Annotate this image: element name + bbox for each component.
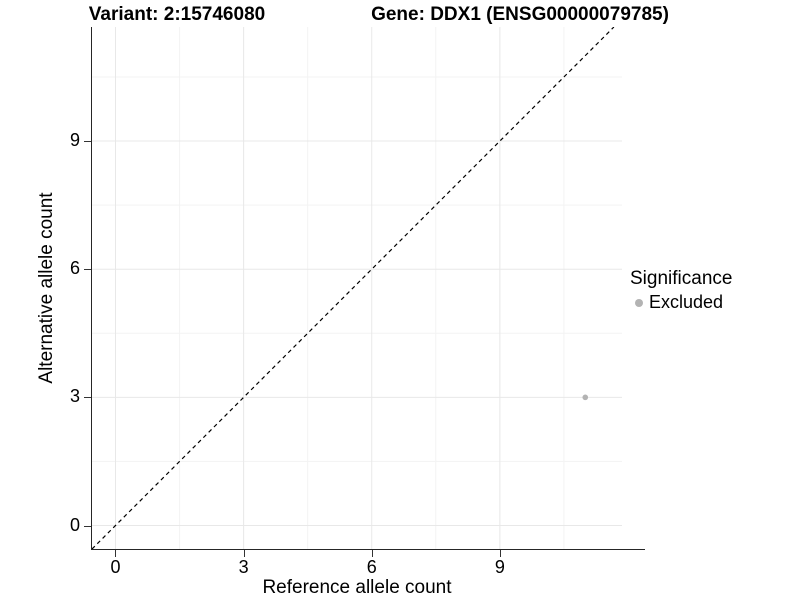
y-tick-mark — [84, 269, 91, 271]
x-tick-label: 0 — [110, 557, 121, 577]
x-tick-mark — [115, 550, 117, 557]
y-tick-mark — [84, 525, 91, 527]
x-axis-title: Reference allele count — [262, 577, 452, 598]
data-point — [582, 394, 589, 401]
legend-item-excluded: Excluded — [630, 292, 732, 313]
y-axis-title: Alternative allele count — [36, 192, 57, 384]
identity-line — [92, 27, 615, 549]
x-tick-mark — [499, 550, 501, 557]
y-tick-label: 3 — [69, 386, 80, 407]
y-tick-mark — [84, 141, 91, 143]
plot-title-variant: Variant: 2:15746080 — [88, 4, 266, 25]
y-tick-mark — [84, 397, 91, 399]
y-tick-label: 9 — [69, 130, 80, 151]
legend-title: Significance — [630, 268, 733, 289]
x-tick-label: 6 — [366, 557, 377, 577]
legend: Significance Excluded — [630, 268, 732, 313]
legend-item-label: Excluded — [649, 292, 724, 312]
x-tick-mark — [243, 550, 245, 557]
y-axis-line — [90, 27, 92, 549]
scatter-plot-canvas — [92, 27, 622, 549]
y-tick-label: 6 — [69, 258, 80, 279]
legend-key-point-icon — [635, 298, 643, 307]
plot-panel — [92, 27, 622, 549]
x-axis-line — [90, 549, 645, 550]
plot-title-gene: Gene: DDX1 (ENSG00000079785) — [371, 4, 669, 25]
x-tick-label: 9 — [494, 557, 505, 577]
x-tick-mark — [371, 550, 373, 557]
y-tick-label: 0 — [69, 514, 80, 535]
x-tick-label: 3 — [238, 557, 249, 577]
